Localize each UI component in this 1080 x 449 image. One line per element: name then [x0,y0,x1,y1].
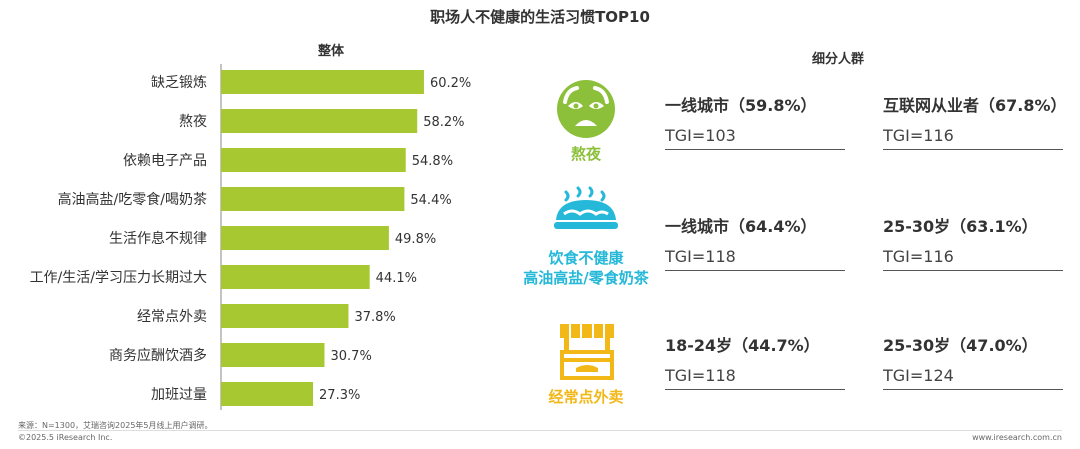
bar [221,187,405,211]
segment-stat: 25-30岁（47.0%） TGI=124 [883,335,1063,390]
category-label: 商务应酬饮酒多 [109,347,207,364]
segment-stat: 互联网从业者（67.8%） TGI=116 [883,95,1067,150]
category-label: 工作/生活/学习压力长期过大 [30,270,207,286]
segment-stat: 18-24岁（44.7%） TGI=118 [665,335,845,390]
value-label: 58.2% [423,115,464,130]
value-label: 37.8% [354,310,395,325]
value-label: 44.1% [376,271,417,286]
bar [221,343,325,367]
category-label: 加班过量 [151,387,207,403]
copyright: ©2025.5 iResearch Inc. [18,433,113,442]
stat-tgi: TGI=124 [883,366,954,385]
category-label: 依赖电子产品 [123,153,207,169]
value-label: 54.8% [412,154,453,169]
bar [221,226,389,250]
segment-label-unhealthy-diet: 饮食不健康 高油高盐/零食奶茶 [506,248,666,288]
stat-underline [665,149,845,150]
value-label: 49.8% [395,232,436,247]
segments-heading: 细分人群 [812,52,865,67]
value-label: 60.2% [430,76,471,91]
stat-tgi: TGI=118 [665,247,736,266]
stat-title: 25-30岁（63.1%） [883,217,1038,236]
stat-title: 一线城市（59.8%） [665,96,817,115]
category-label: 高油高盐/吃零食/喝奶茶 [58,191,207,208]
bar [221,304,349,328]
stat-underline [883,270,1063,271]
source-note: 来源：N=1300，艾瑞咨询2025年5月线上用户调研。 [18,421,213,430]
segment-stat: 一线城市（59.8%） TGI=103 [665,95,845,150]
segment-label-takeout: 经常点外卖 [506,387,666,407]
food-bowl-icon [554,186,618,229]
bar-chart: 缺乏锻炼 60.2% 熬夜 58.2% 依赖电子产品 54.8% 高油高盐/吃零食/喝奶茶 5… [30,64,471,410]
stat-underline [665,389,845,390]
website-link[interactable]: www.iresearch.com.cn [972,433,1062,442]
footer-divider [18,430,1062,431]
segment-label-staying-up: 熬夜 [506,144,666,164]
segment-label-line: 高油高盐/零食奶茶 [523,269,649,287]
value-label: 27.3% [319,388,360,403]
bar [221,148,406,172]
segment-label-line: 熬夜 [570,145,601,163]
tired-face-icon [557,80,615,138]
value-label: 30.7% [331,349,372,364]
stat-underline [665,270,845,271]
segment-label-line: 饮食不健康 [548,249,624,267]
stat-underline [883,389,1063,390]
segment-stat: 一线城市（64.4%） TGI=118 [665,216,845,271]
segment-label-line: 经常点外卖 [548,388,624,406]
bar [221,70,424,94]
segment-stat: 25-30岁（63.1%） TGI=116 [883,216,1063,271]
stat-title: 25-30岁（47.0%） [883,336,1038,355]
stat-tgi: TGI=103 [665,126,736,145]
stat-title: 互联网从业者（67.8%） [883,96,1067,115]
bar [221,109,418,133]
stat-underline [883,149,1063,150]
stat-tgi: TGI=118 [665,366,736,385]
category-label: 生活作息不规律 [109,230,207,247]
bar [221,265,370,289]
bar [221,382,314,406]
stat-tgi: TGI=116 [883,126,954,145]
value-label: 54.4% [410,193,451,208]
page-title: 职场人不健康的生活习惯TOP10 [430,8,650,26]
food-stall-icon [560,324,614,380]
category-label: 缺乏锻炼 [151,75,207,91]
category-label: 熬夜 [179,114,207,130]
category-label: 经常点外卖 [137,309,207,325]
overall-heading: 整体 [318,44,345,59]
stat-title: 18-24岁（44.7%） [665,336,820,355]
stat-title: 一线城市（64.4%） [665,217,817,236]
stat-tgi: TGI=116 [883,247,954,266]
